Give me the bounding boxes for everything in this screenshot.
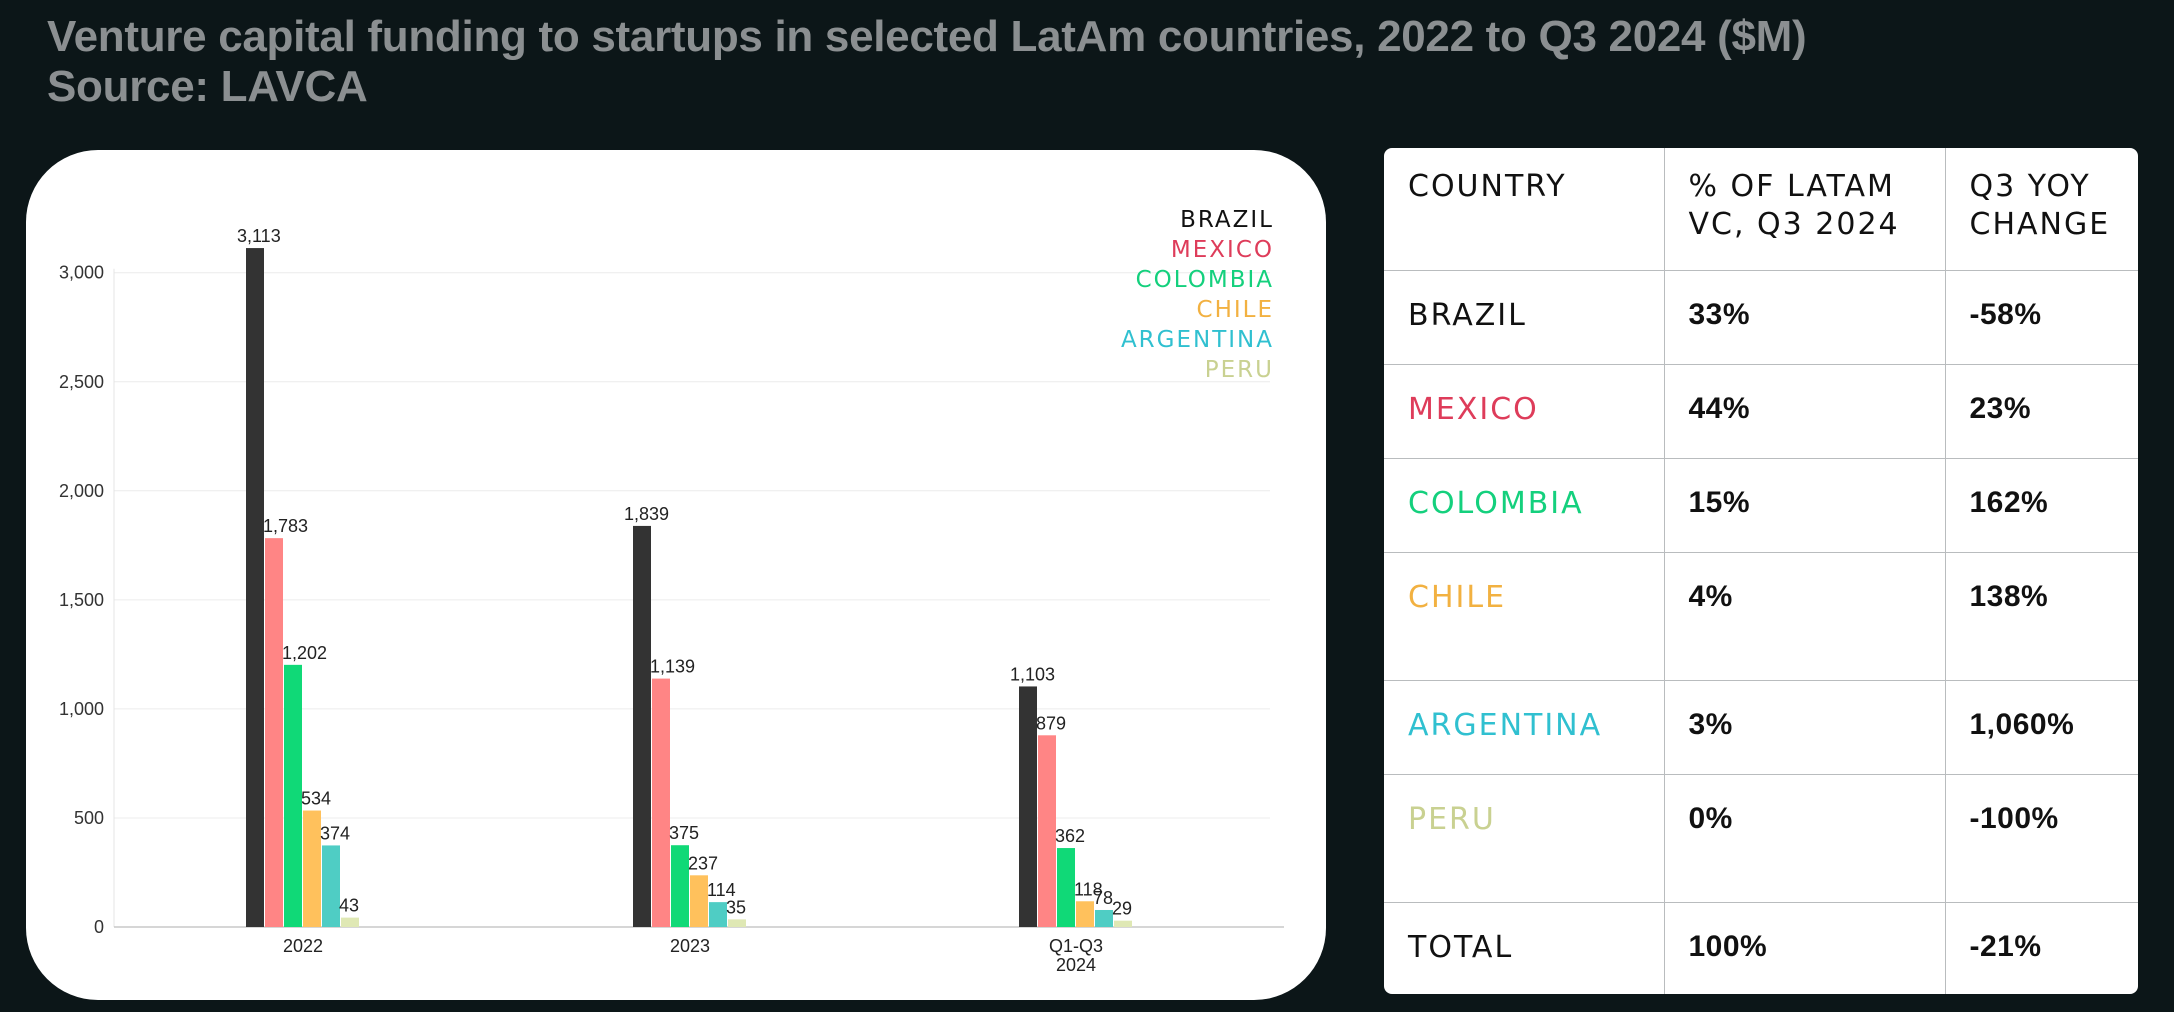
data-label: 118 [1074, 879, 1103, 899]
x-tick-label: Q1-Q3 [1049, 936, 1103, 956]
table-header-row: COUNTRY % OF LATAM VC, Q3 2024 Q3 YOY CH… [1384, 148, 2138, 271]
table-row: PERU 0% -100% [1384, 773, 2138, 903]
data-label: 43 [339, 896, 359, 916]
x-tick-label: 2023 [670, 936, 710, 956]
data-label: 1,103 [1010, 664, 1055, 684]
y-tick-label: 2,500 [59, 372, 104, 392]
yoy-cell: 162% [1944, 457, 2138, 553]
country-cell: CHILE [1384, 551, 1665, 681]
y-tick-label: 1,000 [59, 699, 104, 719]
share-cell: 15% [1663, 457, 1946, 553]
yoy-cell: 138% [1944, 551, 2138, 681]
data-label: 879 [1036, 713, 1066, 733]
data-label: 1,202 [282, 643, 327, 663]
y-tick-label: 3,000 [59, 263, 104, 283]
total-share-cell: 100% [1663, 901, 1946, 994]
x-tick-label: 2024 [1056, 955, 1096, 975]
y-tick-label: 500 [74, 808, 104, 828]
yoy-cell: 1,060% [1944, 679, 2138, 775]
x-tick-label: 2022 [283, 936, 323, 956]
table-row: BRAZIL 33% -58% [1384, 269, 2138, 365]
summary-table: COUNTRY % OF LATAM VC, Q3 2024 Q3 YOY CH… [1384, 148, 2138, 994]
header-share: % OF LATAM VC, Q3 2024 [1663, 148, 1946, 271]
bar-mexico [1038, 735, 1056, 927]
bar-chile [690, 875, 708, 927]
y-tick-label: 1,500 [59, 590, 104, 610]
country-cell: COLOMBIA [1384, 457, 1665, 553]
bar-colombia [671, 845, 689, 927]
data-label: 3,113 [237, 226, 281, 246]
total-yoy-cell: -21% [1944, 901, 2138, 994]
header-country: COUNTRY [1384, 148, 1665, 271]
bar-brazil [246, 248, 264, 927]
data-label: 237 [688, 853, 718, 873]
bar-chile [1076, 901, 1094, 927]
bar-argentina [709, 902, 727, 927]
legend-entry-argentina: ARGENTINA [1121, 327, 1274, 353]
bar-brazil [1019, 686, 1037, 927]
legend-entry-chile: CHILE [1197, 297, 1274, 323]
data-label: 375 [669, 823, 699, 843]
share-cell: 33% [1663, 269, 1946, 365]
data-label: 35 [726, 897, 746, 917]
country-cell: BRAZIL [1384, 269, 1665, 365]
header: Venture capital funding to startups in s… [47, 12, 1807, 112]
legend-entry-brazil: BRAZIL [1180, 207, 1274, 233]
bar-brazil [633, 525, 651, 927]
data-label: 114 [707, 880, 736, 900]
data-label: 534 [301, 789, 331, 809]
data-label: 29 [1112, 899, 1132, 919]
data-label: 1,839 [624, 504, 669, 524]
bar-argentina [322, 845, 340, 927]
data-label: 374 [320, 823, 350, 843]
country-cell: PERU [1384, 773, 1665, 903]
bar-argentina [1095, 909, 1113, 927]
share-cell: 4% [1663, 551, 1946, 681]
legend-entry-mexico: MEXICO [1171, 237, 1274, 263]
bar-chart: 0 500 1,000 1,500 2,000 2,500 3,000 3,113 1,839 1… [59, 207, 1284, 975]
bar-mexico [265, 538, 283, 927]
total-country-cell: TOTAL [1384, 901, 1665, 994]
data-label: 78 [1093, 888, 1113, 908]
share-cell: 0% [1663, 773, 1946, 903]
country-cell: ARGENTINA [1384, 679, 1665, 775]
table-row: ARGENTINA 3% 1,060% [1384, 679, 2138, 775]
chart-card: 0 500 1,000 1,500 2,000 2,500 3,000 3,113 1,839 1… [26, 150, 1326, 1000]
bar-colombia [284, 664, 302, 927]
table-total-row: TOTAL 100% -21% [1384, 901, 2138, 994]
table-row: COLOMBIA 15% 162% [1384, 457, 2138, 553]
bar-chile [303, 810, 321, 927]
bar-peru [728, 919, 746, 927]
chart-title: Venture capital funding to startups in s… [47, 12, 1807, 61]
share-cell: 44% [1663, 363, 1946, 459]
yoy-cell: -100% [1944, 773, 2138, 903]
summary-table-card: COUNTRY % OF LATAM VC, Q3 2024 Q3 YOY CH… [1384, 148, 2138, 994]
y-tick-label: 0 [94, 917, 104, 937]
legend-entry-colombia: COLOMBIA [1136, 267, 1274, 293]
country-cell: MEXICO [1384, 363, 1665, 459]
legend-entry-peru: PERU [1205, 357, 1274, 383]
bar-peru [341, 917, 359, 927]
yoy-cell: 23% [1944, 363, 2138, 459]
header-yoy: Q3 YOY CHANGE [1944, 148, 2138, 271]
table-row: CHILE 4% 138% [1384, 551, 2138, 681]
data-label: 1,139 [650, 657, 695, 677]
data-label: 362 [1055, 826, 1085, 846]
table-row: MEXICO 44% 23% [1384, 363, 2138, 459]
bar-peru [1114, 920, 1132, 927]
bar-mexico [652, 678, 670, 927]
bar-colombia [1057, 848, 1075, 927]
chart-source: Source: LAVCA [47, 62, 368, 111]
y-tick-label: 2,000 [59, 481, 104, 501]
yoy-cell: -58% [1944, 269, 2138, 365]
data-label: 1,783 [263, 516, 308, 536]
share-cell: 3% [1663, 679, 1946, 775]
